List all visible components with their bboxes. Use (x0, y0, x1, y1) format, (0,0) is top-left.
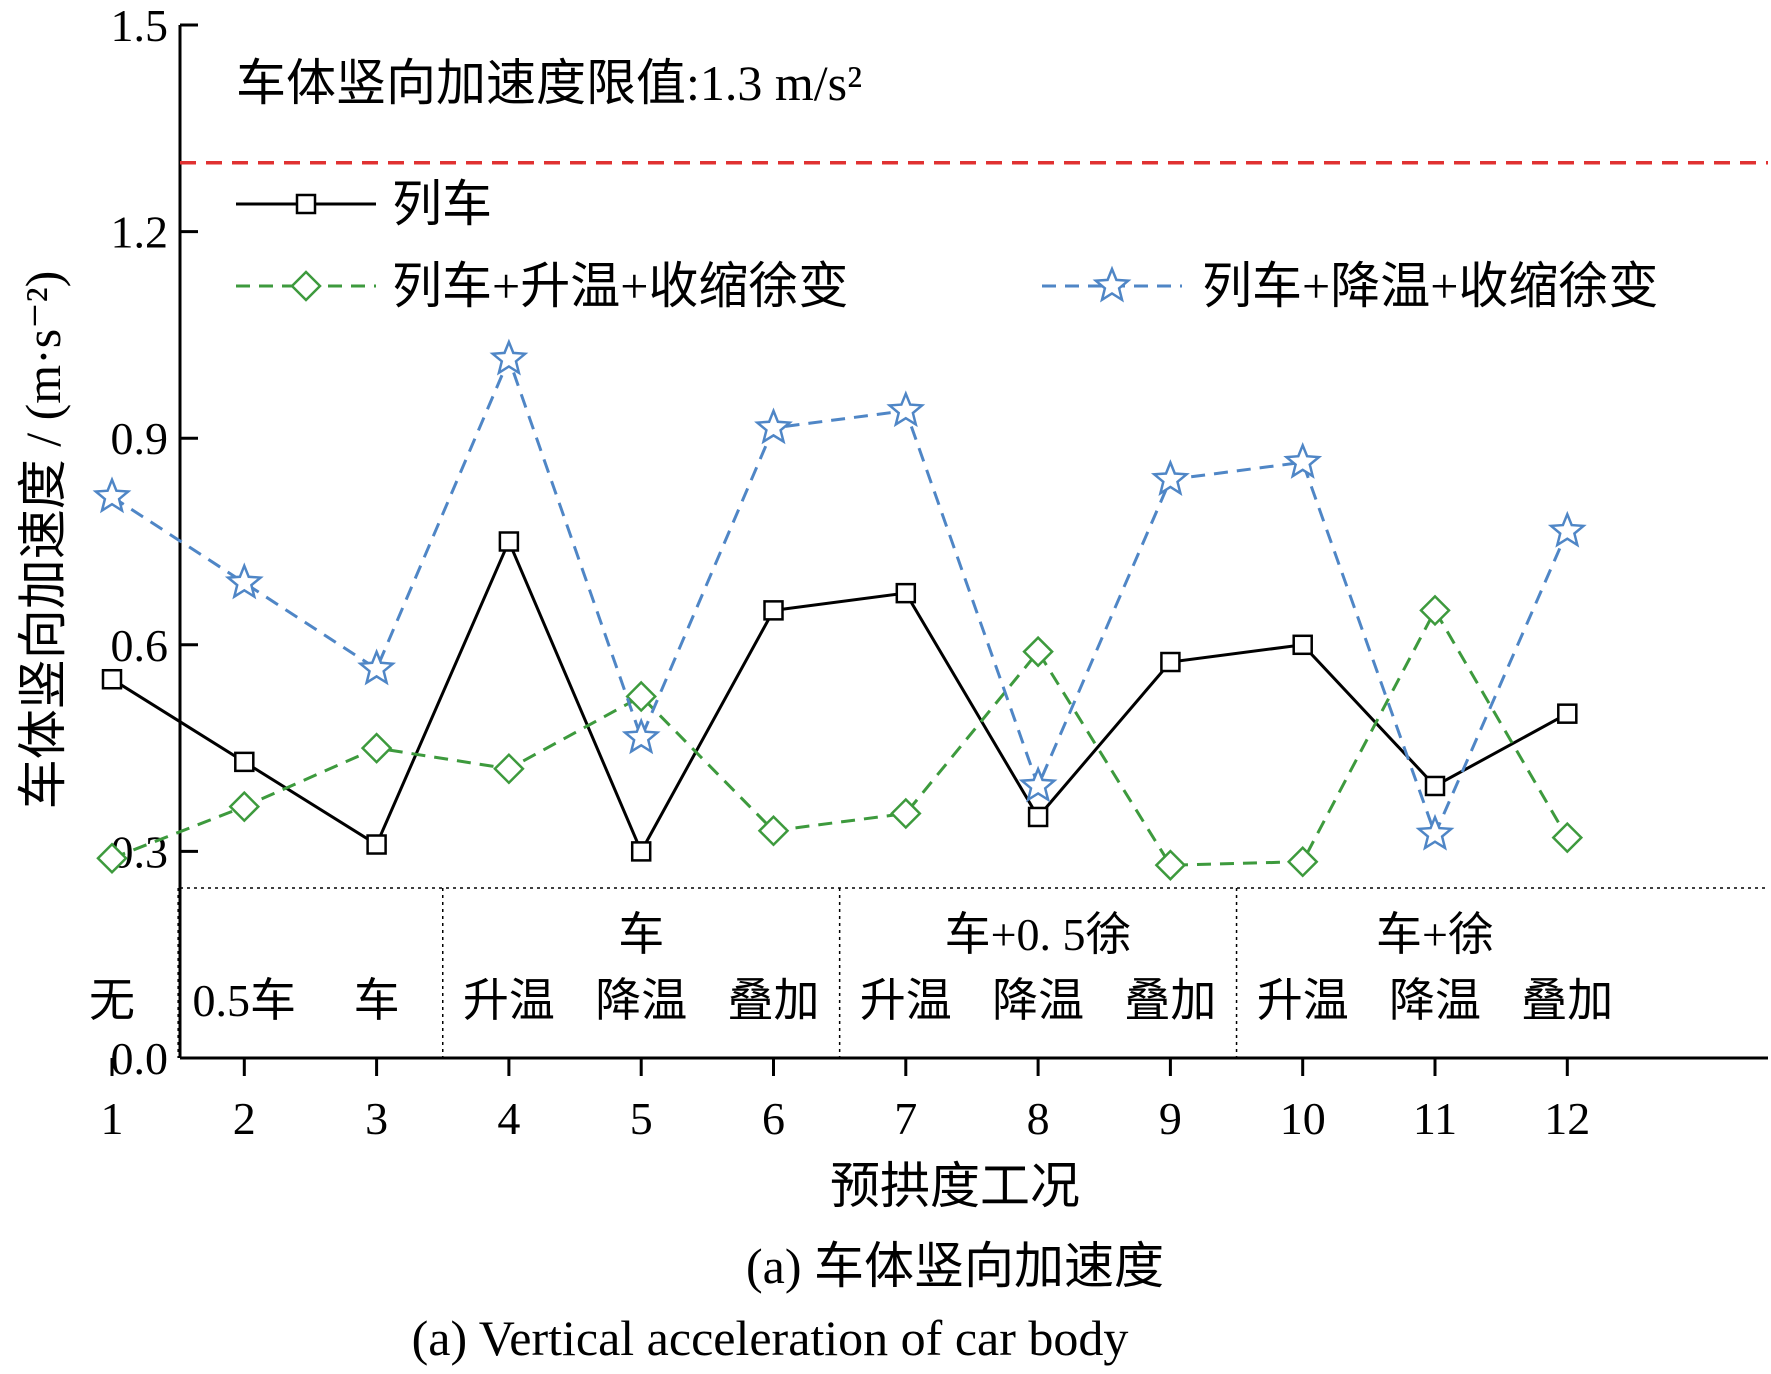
data-point (625, 680, 657, 713)
group-label: 车 (618, 909, 664, 960)
series-diamond (96, 594, 1584, 881)
data-point (1154, 849, 1187, 881)
data-point (1150, 459, 1190, 497)
data-point (92, 476, 132, 514)
data-point (498, 531, 520, 552)
legend-marker (290, 270, 322, 302)
data-point (1424, 775, 1446, 797)
group-label: 车+徐 (1376, 909, 1494, 960)
series-line (111, 607, 1569, 867)
group-label: 车+0. 5徐 (945, 909, 1132, 960)
x-tick-label: 11 (1413, 1093, 1457, 1144)
y-axis-label: 车体竖向加速度 / (m·s⁻²) (15, 271, 71, 810)
data-point (890, 797, 922, 830)
data-point (1292, 634, 1313, 656)
limit-line-label: 车体竖向加速度限值:1.3 m/s² (236, 55, 862, 111)
data-point (895, 582, 917, 604)
data-point (357, 648, 396, 686)
x-tick-label: 6 (762, 1093, 785, 1144)
data-point (757, 814, 790, 847)
data-point (1557, 703, 1578, 724)
data-point (96, 842, 128, 875)
group-sublabel: 升温 (860, 975, 952, 1026)
data-point (1160, 651, 1181, 673)
data-point (1018, 765, 1058, 803)
x-tick-label: 5 (630, 1093, 653, 1144)
legend-marker (1092, 265, 1132, 303)
data-point (366, 834, 387, 855)
caption-cn: (a) 车体竖向加速度 (746, 1238, 1164, 1294)
x-tick-label: 8 (1027, 1093, 1050, 1144)
data-point (763, 600, 784, 621)
x-tick-label: 9 (1159, 1093, 1182, 1144)
data-point (224, 562, 264, 600)
data-point (1022, 635, 1054, 668)
data-point (101, 668, 123, 690)
group-sublabel: 叠加 (728, 975, 820, 1026)
group-sublabel: 升温 (463, 975, 555, 1026)
x-tick-label: 7 (894, 1093, 917, 1144)
legend-label: 列车+升温+收缩徐变 (392, 258, 848, 314)
y-tick-label: 0.9 (111, 413, 169, 464)
data-point (1419, 594, 1451, 627)
y-tick-label: 1.5 (111, 0, 169, 51)
data-point (1551, 821, 1584, 854)
x-tick-label: 12 (1544, 1093, 1590, 1144)
data-point (630, 841, 652, 862)
legend-label: 列车+降温+收缩徐变 (1202, 258, 1658, 314)
group-sublabel: 叠加 (1521, 975, 1613, 1026)
data-point (621, 717, 661, 755)
data-point (754, 407, 793, 445)
data-point (1415, 813, 1455, 851)
legend-label: 列车 (392, 176, 492, 232)
series-square (101, 531, 1578, 862)
data-point (489, 338, 529, 376)
axes: 0.00.30.60.91.21.51 2 3 4 5 6 7 8 9 10 11 12 (101, 0, 1768, 1144)
data-point (234, 751, 255, 773)
x-tick-label: 4 (497, 1093, 520, 1144)
group-sublabel: 无 (89, 975, 135, 1026)
y-tick-label: 1.2 (111, 207, 169, 258)
data-point (1286, 845, 1319, 878)
group-sublabel: 车 (354, 975, 400, 1026)
series-layer (92, 338, 1587, 881)
group-sublabel: 升温 (1257, 975, 1349, 1026)
group-sublabel: 降温 (1389, 975, 1481, 1026)
data-point (1283, 441, 1323, 479)
group-sublabel: 降温 (992, 975, 1084, 1026)
caption-en: (a) Vertical acceleration of car body (412, 1310, 1129, 1366)
series-star (92, 338, 1587, 851)
data-point (886, 390, 926, 428)
x-axis-label: 预拱度工况 (830, 1158, 1080, 1214)
group-sublabel: 0.5车 (193, 975, 297, 1026)
x-tick-label: 1 (101, 1093, 124, 1144)
group-sublabel: 降温 (595, 975, 687, 1026)
x-tick-label: 3 (365, 1093, 388, 1144)
group-sublabel: 叠加 (1124, 975, 1216, 1026)
y-tick-label: 0.6 (111, 620, 169, 671)
data-point (228, 790, 261, 823)
x-tick-label: 2 (233, 1093, 256, 1144)
data-point (493, 752, 525, 785)
data-point (360, 732, 393, 764)
series-line (111, 537, 1569, 855)
x-tick-label: 10 (1280, 1093, 1326, 1144)
data-point (1547, 510, 1587, 548)
series-line (111, 354, 1569, 839)
data-point (1027, 806, 1049, 828)
legend-marker (295, 193, 317, 215)
y-tick-label: 0.0 (111, 1033, 169, 1084)
